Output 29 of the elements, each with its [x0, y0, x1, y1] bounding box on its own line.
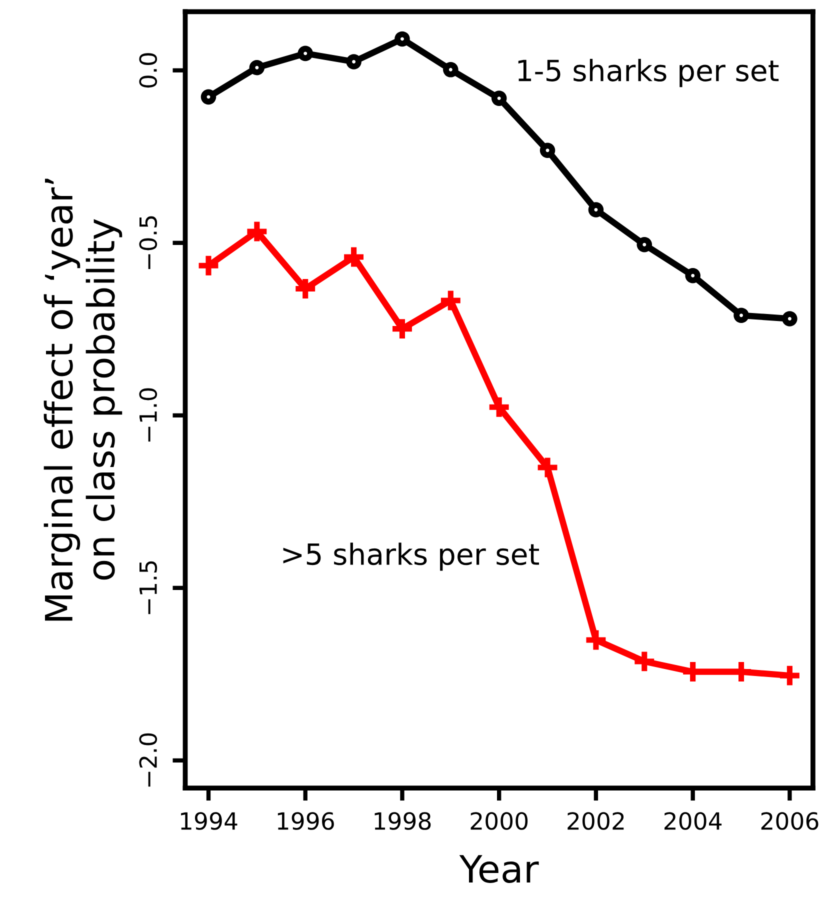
y-axis-title: Marginal effect of ‘year’ on class probability	[44, 178, 122, 621]
point	[346, 54, 362, 70]
point	[685, 268, 700, 284]
x-tick-label: 2000	[470, 812, 528, 830]
y-tick-label: −1.0	[139, 388, 158, 442]
x-tick-label: 1996	[278, 812, 334, 830]
annotation: >5 sharks per set	[283, 542, 539, 571]
point	[636, 236, 652, 252]
point	[540, 142, 556, 158]
y-tick-label: −1.5	[140, 561, 158, 614]
point	[394, 31, 410, 47]
y-tick-label: −2.0	[139, 733, 158, 787]
y-tick-label: −0.5	[139, 216, 158, 270]
x-tick-label: 2006	[761, 812, 818, 830]
point	[249, 60, 265, 76]
x-tick-label: 2002	[568, 812, 624, 830]
x-tick-label: 1998	[374, 812, 431, 830]
point	[782, 311, 798, 326]
x-tick-label: 1994	[181, 812, 238, 830]
point	[734, 308, 749, 323]
point	[200, 89, 216, 105]
point	[443, 62, 458, 78]
annotation: 1-5 sharks per set	[518, 58, 779, 88]
y-tick-label: 0.0	[139, 53, 158, 88]
x-tick-label: 2004	[664, 812, 722, 830]
x-axis-title: Year	[459, 855, 539, 883]
point	[491, 90, 507, 106]
point	[298, 46, 313, 62]
point	[588, 202, 604, 218]
